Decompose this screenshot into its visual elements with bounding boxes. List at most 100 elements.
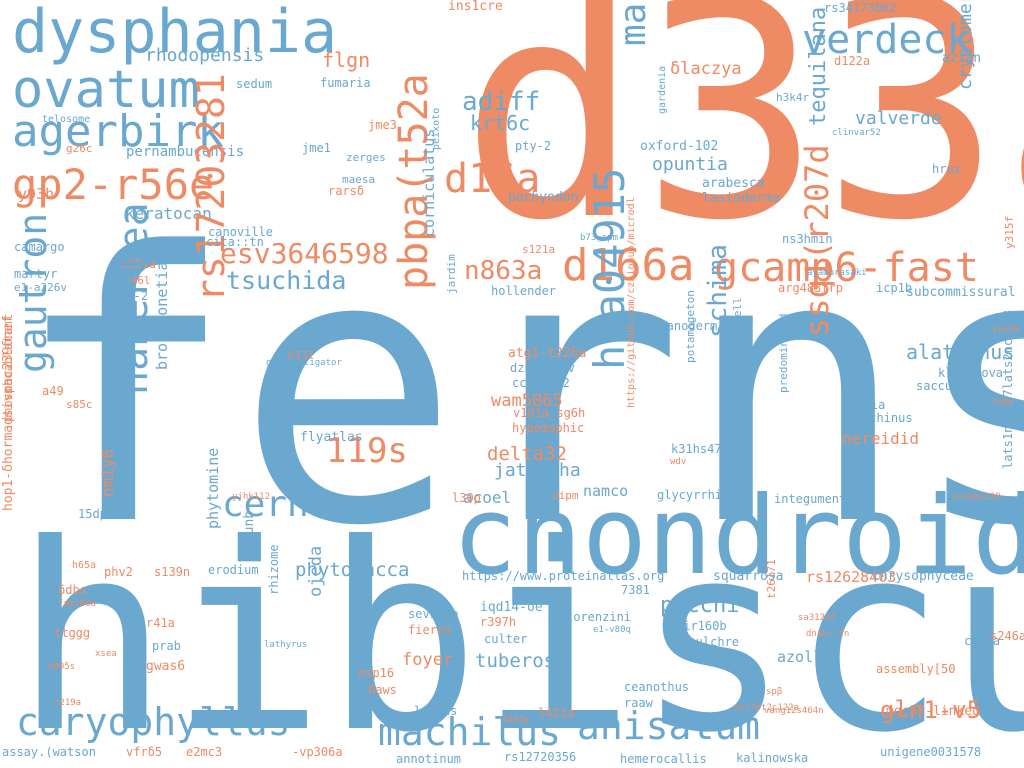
word: ins1cre <box>448 0 503 14</box>
word: annotinum <box>396 752 462 766</box>
word: rarsδ <box>328 184 365 198</box>
word: d166a <box>562 240 695 291</box>
word: e1-a226v <box>14 281 67 294</box>
word: leymus <box>414 704 458 718</box>
word: caryophyllus <box>16 700 291 744</box>
word: 7381 <box>621 583 650 597</box>
word: avrrpt2c122a <box>734 703 800 713</box>
word: raaw <box>624 696 653 710</box>
word: dzhagalov <box>510 361 576 375</box>
word: fumaria <box>320 76 371 90</box>
word: camargo <box>14 240 65 254</box>
word: tequilana <box>806 6 831 126</box>
word: mir160b <box>676 619 727 633</box>
word: h65a <box>72 560 97 571</box>
word: schinus <box>862 411 913 425</box>
word: r397h <box>480 615 517 629</box>
word: valverde <box>855 108 942 129</box>
word: cita::tn <box>206 235 264 249</box>
word: lathyrus <box>264 640 308 650</box>
word: arabesca <box>702 176 765 191</box>
word: canoville <box>208 225 274 239</box>
word: hop1-δhormadsivmac239δnef <box>1 315 16 511</box>
word: cryptomeria <box>955 0 976 90</box>
word: ayamurasaki <box>807 268 867 278</box>
word: yjhk112 <box>232 492 270 502</box>
word: nereidid <box>842 429 920 448</box>
word: jatropha <box>494 460 581 481</box>
word: mgca7-linked <box>886 704 980 719</box>
word: chrysophyceae <box>872 569 974 584</box>
word: ovatum <box>12 60 200 120</box>
word: jardim <box>445 254 458 294</box>
word: https://github.com/czbiohub/microdl <box>626 197 637 408</box>
word: d122a <box>834 54 871 68</box>
word: prab <box>152 639 181 653</box>
word: machilus <box>378 710 562 754</box>
word: phytolacca <box>295 559 410 581</box>
word: rs34173062 <box>824 1 897 15</box>
word: s246a <box>990 629 1024 643</box>
word: https://www.proteinatlas.org <box>462 569 665 583</box>
word: fam186a <box>58 599 96 609</box>
word: rs12720356 <box>504 750 577 764</box>
word: fierro <box>408 623 452 637</box>
word: hemerocallis <box>620 752 707 766</box>
word: hibiscus <box>14 489 1024 768</box>
word: cagy <box>992 397 1014 407</box>
word: azlan <box>942 51 982 66</box>
word: rs17203281 <box>189 73 233 302</box>
word: l30p <box>452 491 481 505</box>
word: tsuchida <box>226 266 347 295</box>
word: phv2 <box>104 565 133 579</box>
word: sedum <box>236 77 273 91</box>
word: squarrosa <box>713 569 784 584</box>
word: icp1b <box>876 281 913 295</box>
word: esv3646598 <box>220 237 389 270</box>
word: xsea <box>95 649 117 659</box>
word: flyatlas <box>300 430 363 445</box>
word: n863a <box>464 256 543 286</box>
word: culter <box>484 632 528 646</box>
word: lorenzini <box>566 610 632 624</box>
word: gp2-r56e <box>12 160 215 209</box>
word: wdv <box>670 457 687 467</box>
word: -vp306a <box>292 745 343 759</box>
word: gardenia <box>657 65 668 114</box>
word: hruz <box>932 162 961 176</box>
word: ssq1(r207d <box>798 144 836 337</box>
word: b73_spm <box>580 233 618 243</box>
word: ojeda <box>306 545 326 597</box>
word: subcommissural <box>906 285 1016 300</box>
word: thunb <box>242 510 257 550</box>
word: kalinowska <box>736 751 809 765</box>
word: jme3 <box>368 118 397 132</box>
word: telosome <box>42 114 91 125</box>
word: agerbirk <box>12 106 224 157</box>
word: anisatum <box>577 704 761 748</box>
word: choanoderm <box>645 319 718 333</box>
word: foyer <box>402 650 454 670</box>
word: predominated <box>777 313 790 393</box>
word: sciencell <box>731 297 744 357</box>
word: acoel <box>463 488 512 507</box>
word: hypomophic <box>512 421 585 435</box>
word: zerges <box>346 151 386 164</box>
word: d33a <box>460 0 1024 286</box>
word: martyr <box>14 267 58 281</box>
word: gwas6 <box>146 659 186 674</box>
word: sivmac239 <box>952 492 1001 502</box>
word: klepikova <box>938 366 1004 380</box>
word: g26c <box>66 142 93 155</box>
word: h3k4r <box>776 91 810 104</box>
word: cernac <box>222 484 353 525</box>
word: ceanothus <box>624 680 690 694</box>
word: n805s <box>48 662 76 672</box>
word: integumentary <box>774 492 868 506</box>
word: δlaczya <box>670 59 742 79</box>
word: peixoto <box>431 107 442 150</box>
word: ara-2 <box>112 289 149 303</box>
word: rhodopensis <box>145 45 265 66</box>
word: verdeck <box>802 17 971 63</box>
